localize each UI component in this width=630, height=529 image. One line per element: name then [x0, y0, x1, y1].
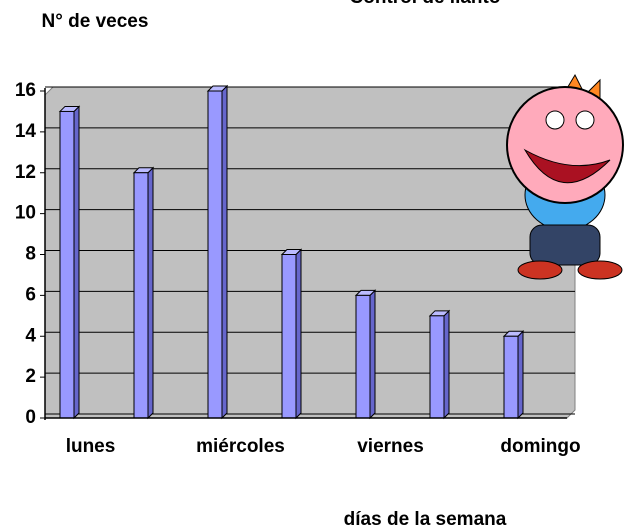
eye	[546, 111, 564, 129]
x-tick-label: domingo	[500, 436, 580, 457]
y-tick-label: 2	[25, 366, 36, 387]
bar	[134, 173, 148, 418]
bar	[504, 336, 518, 418]
x-tick-label: miércoles	[196, 436, 285, 457]
chart: Control de llanto N° de veces días de la…	[0, 0, 630, 529]
y-tick-label: 12	[15, 162, 36, 183]
bar-side	[222, 86, 227, 418]
plot-area	[45, 87, 575, 418]
y-tick-label: 14	[15, 121, 37, 142]
bar-side	[370, 290, 375, 418]
bar	[282, 255, 296, 419]
pants	[530, 225, 600, 265]
x-tick-label: lunes	[66, 436, 116, 457]
bar-side	[444, 311, 449, 418]
bar-side	[296, 250, 301, 419]
page: {"chart_data":{"type":"bar","title":"Con…	[0, 0, 630, 529]
eye	[576, 111, 594, 129]
bar-side	[148, 168, 153, 418]
bar	[60, 111, 74, 418]
bar	[430, 316, 444, 418]
y-tick-label: 4	[25, 325, 36, 346]
bar-side	[518, 331, 523, 418]
x-tick-label: viernes	[357, 436, 424, 457]
shoe	[578, 261, 622, 279]
chart-title: Control de llanto	[350, 0, 501, 8]
y-tick-label: 16	[15, 80, 36, 101]
head	[507, 87, 623, 203]
bar-side	[74, 106, 79, 418]
y-tick-label: 6	[25, 284, 36, 305]
x-axis-title: días de la semana	[344, 509, 507, 529]
shoe	[518, 261, 562, 279]
y-tick-label: 8	[25, 244, 36, 265]
y-tick-label: 0	[25, 407, 36, 428]
y-axis-title: N° de veces	[42, 11, 149, 32]
bar	[356, 295, 370, 418]
y-tick-label: 10	[15, 203, 36, 224]
bar	[208, 91, 222, 418]
